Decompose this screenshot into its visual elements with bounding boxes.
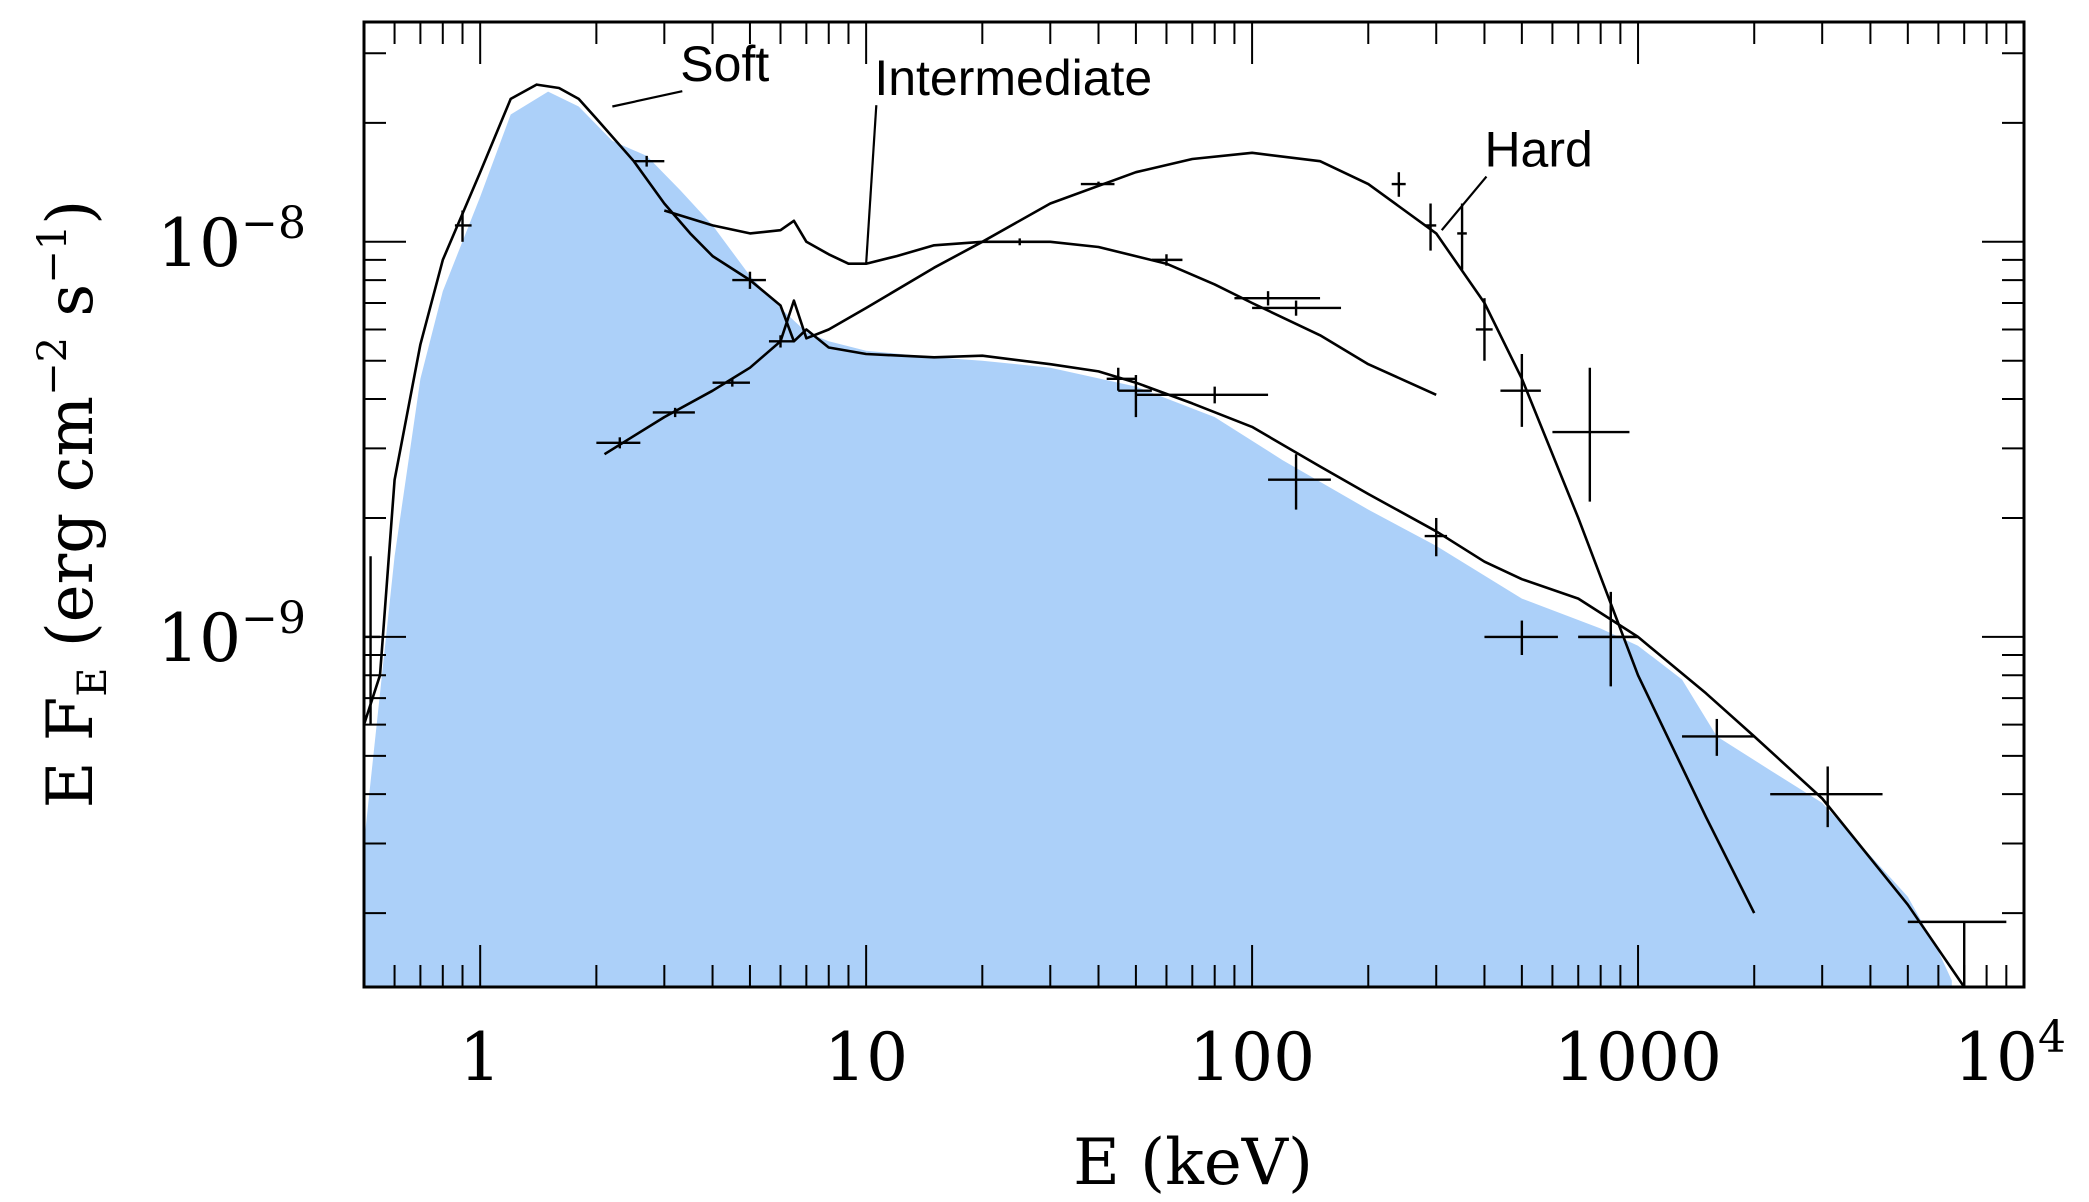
data-point-soft-5 xyxy=(1118,375,1152,418)
data-point-soft-7 xyxy=(1268,454,1331,510)
annotations: Soft Intermediate Hard xyxy=(612,36,1593,264)
plot-frame xyxy=(362,20,2026,989)
reference-band-layer xyxy=(364,91,1952,987)
data-point-hard-1 xyxy=(652,407,695,418)
tick-labels: 1 10 100 1000 104 10−9 10−8 xyxy=(157,198,2066,1096)
annotation-leader-intermediate xyxy=(865,105,878,264)
annotation-soft: Soft xyxy=(680,36,769,92)
data-point-soft-11 xyxy=(1682,718,1755,756)
model-line-hard xyxy=(603,151,1756,914)
model-line-intermediate xyxy=(663,209,1437,396)
data-point-hard-6 xyxy=(1424,203,1437,251)
data-point-intermediate-0 xyxy=(998,238,1039,246)
data-point-soft-12 xyxy=(1770,766,1883,828)
data-point-intermediate-2 xyxy=(1234,291,1321,306)
data-point-hard-11 xyxy=(1578,591,1639,687)
x-axis-label: E (keV) xyxy=(1073,1126,1313,1200)
series-intermediate xyxy=(663,209,1437,396)
annotation-leader-hard xyxy=(1440,175,1488,231)
series-layer xyxy=(364,83,2007,987)
data-point-intermediate-1 xyxy=(1151,254,1183,266)
data-point-hard-4 xyxy=(1080,181,1115,187)
data-point-hard-7 xyxy=(1457,203,1467,270)
x-tick-label-1000: 1000 xyxy=(1554,1019,1722,1096)
y-tick-label-10-9: 10−9 xyxy=(157,593,306,677)
data-point-soft-6 xyxy=(1135,386,1269,404)
data-point-hard-8 xyxy=(1475,298,1493,361)
annotation-leader-soft xyxy=(612,90,683,108)
data-point-soft-2 xyxy=(633,155,665,167)
data-point-intermediate-3 xyxy=(1252,300,1342,316)
data-point-soft-3 xyxy=(732,271,766,289)
data-point-hard-3 xyxy=(768,335,794,348)
reference-band-area xyxy=(364,91,1952,987)
data-point-hard-0 xyxy=(596,437,641,449)
x-tick-label-100: 100 xyxy=(1189,1019,1315,1096)
series-hard xyxy=(596,151,1756,914)
data-point-hard-2 xyxy=(712,378,750,387)
y-tick-label-10-8: 10−8 xyxy=(157,198,306,282)
axis-ticks xyxy=(363,22,2025,987)
data-point-soft-1 xyxy=(454,210,472,242)
model-line-soft xyxy=(364,83,1966,987)
y-axis-label: E FE (erg cm−2 s−1) xyxy=(30,200,116,808)
annotation-hard: Hard xyxy=(1484,122,1592,178)
data-point-soft-4 xyxy=(1106,367,1136,391)
axes-frame xyxy=(362,20,2026,989)
x-tick-label-104: 104 xyxy=(1954,1012,2066,1096)
data-point-hard-9 xyxy=(1500,354,1541,427)
data-point-hard-10 xyxy=(1552,367,1630,502)
data-point-hard-5 xyxy=(1391,172,1406,197)
data-point-soft-8 xyxy=(1424,517,1448,557)
data-point-soft-9 xyxy=(1484,620,1558,655)
annotation-intermediate: Intermediate xyxy=(874,50,1152,106)
x-tick-label-1: 1 xyxy=(459,1019,501,1096)
x-tick-label-10: 10 xyxy=(824,1019,908,1096)
